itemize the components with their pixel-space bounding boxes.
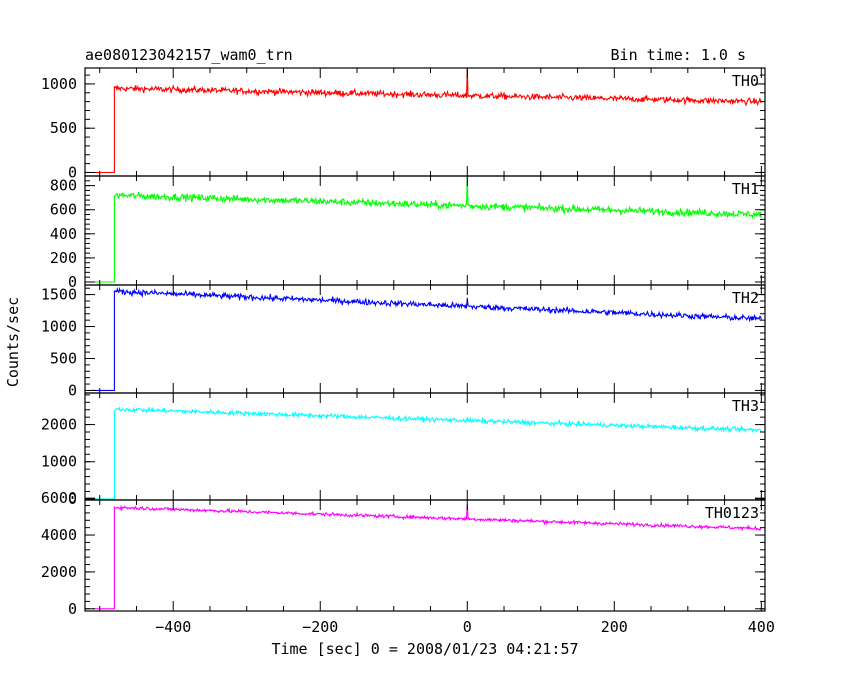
series-line-th0 [92, 67, 762, 174]
panel-frame-th3 [84, 392, 766, 501]
bin-time-label: Bin time: 1.0 s [611, 46, 746, 64]
panel-frame-th0123 [84, 499, 766, 612]
panel-frame-th1 [84, 175, 766, 286]
panel-frame-th2 [84, 284, 766, 394]
y-tick-label: 1000 [41, 318, 77, 336]
chart-title: ae080123042157_wam0_trn [85, 46, 293, 64]
y-tick-label: 200 [50, 249, 77, 267]
y-axis-label: Counts/sec [4, 297, 22, 387]
x-tick-label: 0 [463, 618, 472, 636]
y-tick-label: 4000 [41, 526, 77, 544]
series-line-th1 [92, 175, 762, 283]
x-axis-label: Time [sec] 0 = 2008/01/23 04:21:57 [271, 640, 578, 658]
y-tick-label: 6000 [41, 489, 77, 507]
y-tick-label: 1500 [41, 286, 77, 304]
y-tick-label: 0 [68, 490, 77, 508]
y-tick-label: 400 [50, 225, 77, 243]
y-tick-label: 1000 [41, 75, 77, 93]
y-tick-label: 1000 [41, 453, 77, 471]
series-label-th0123: TH0123 [705, 504, 759, 522]
y-tick-label: 0 [68, 600, 77, 618]
panels-group: 0 500 1000 TH0 0 200 400 600 800 TH1 0 500 1000 1500 T… [41, 67, 775, 636]
y-tick-label: 0 [68, 163, 77, 181]
y-tick-label: 0 [68, 273, 77, 291]
series-label-th3: TH3 [732, 397, 759, 415]
x-tick-label: 200 [601, 618, 628, 636]
x-tick-label: −400 [155, 618, 191, 636]
y-tick-label: 0 [68, 381, 77, 399]
series-label-th1: TH1 [732, 180, 759, 198]
y-tick-label: 600 [50, 201, 77, 219]
y-tick-label: 800 [50, 177, 77, 195]
series-line-th3 [92, 406, 762, 500]
y-tick-label: 2000 [41, 416, 77, 434]
series-label-th2: TH2 [732, 289, 759, 307]
x-tick-label: −200 [302, 618, 338, 636]
y-tick-label: 500 [50, 119, 77, 137]
panel-frame-th0 [84, 67, 766, 177]
series-line-th0123 [92, 503, 762, 610]
y-tick-label: 2000 [41, 563, 77, 581]
x-tick-label: 400 [748, 618, 775, 636]
y-tick-label: 500 [50, 349, 77, 367]
series-label-th0: TH0 [732, 72, 759, 90]
series-line-th2 [92, 286, 762, 391]
